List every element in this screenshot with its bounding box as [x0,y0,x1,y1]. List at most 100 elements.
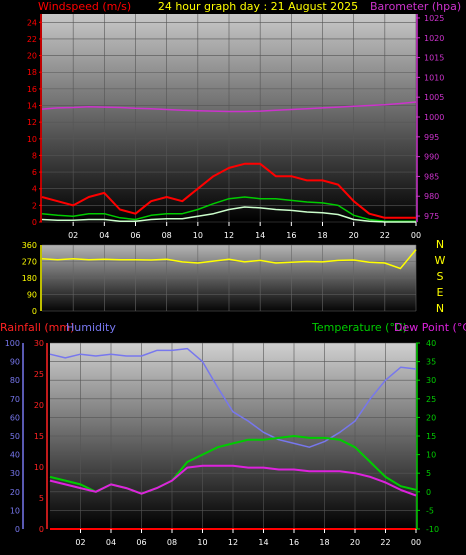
wind-barometer-ticks: 0246810121416182022249759809859909951000… [27,14,445,240]
windspeed-tick-label: 2 [32,201,37,210]
rainfall-tick-label: 15 [34,432,44,441]
humidity-tick-label: 10 [10,506,20,515]
hour-tick-label: 08 [167,538,177,547]
hour-tick-label: 06 [130,231,140,240]
temperature-tick-label: -5 [426,506,434,515]
hour-tick-label: 14 [258,538,268,547]
temperature-tick-label: 0 [426,488,431,497]
temperature-tick-label: 30 [426,376,436,385]
barometer-tick-label: 985 [424,172,439,181]
climate-ticks: -10-505101520253035400102030405060708090… [5,339,439,547]
rainfall-tick-label: 5 [39,494,44,503]
humidity-tick-label: 60 [10,413,20,422]
temperature-tick-label: -10 [426,525,439,534]
temperature-tick-label: 15 [426,432,436,441]
barometer-tick-label: 1020 [424,34,444,43]
humidity-axis-title: Humidity [66,321,116,334]
compass-label: S [437,270,444,283]
barometer-tick-label: 1000 [424,113,444,122]
climate-grid [50,342,417,530]
direction-tick-label: 0 [32,307,37,316]
barometer-line [41,101,417,113]
hour-tick-label: 16 [289,538,299,547]
windspeed-axis-title: Windspeed (m/s) [38,0,131,13]
windspeed-tick-label: 12 [27,118,37,127]
temperature-tick-label: 40 [426,339,436,348]
barometer-tick-label: 990 [424,153,439,162]
compass-label: N [436,238,444,251]
windspeed-tick-label: 20 [27,52,37,61]
hour-tick-label: 18 [319,538,329,547]
hour-tick-label: 10 [193,231,203,240]
dewpoint-line [49,464,417,497]
humidity-tick-label: 90 [10,358,20,367]
compass-label: E [437,286,444,299]
windspeed-tick-label: 8 [32,151,37,160]
windspeed-tick-label: 16 [27,85,37,94]
humidity-tick-label: 70 [10,395,20,404]
barometer-tick-label: 975 [424,212,439,221]
temperature-tick-label: 20 [426,413,436,422]
rainfall-tick-label: 20 [34,401,44,410]
hour-tick-label: 18 [317,231,327,240]
barometer-tick-label: 1010 [424,73,444,82]
temperature-axis-title: Temperature (°C) [311,321,407,334]
windspeed-tick-label: 24 [27,18,37,27]
hour-tick-label: 00 [411,231,421,240]
humidity-tick-label: 100 [5,339,20,348]
barometer-tick-label: 1015 [424,54,444,63]
windspeed-tick-label: 14 [27,102,37,111]
hour-tick-label: 12 [228,538,238,547]
humidity-line [49,347,417,448]
windspeed-tick-label: 4 [32,185,37,194]
barometer-tick-label: 995 [424,133,439,142]
hour-tick-label: 06 [136,538,146,547]
wind-barometer-series [41,101,417,223]
hour-tick-label: 16 [286,231,296,240]
rainfall-tick-label: 0 [39,525,44,534]
rainfall-tick-label: 30 [34,339,44,348]
hour-tick-label: 10 [197,538,207,547]
humidity-tick-label: 20 [10,488,20,497]
temperature-tick-label: 10 [426,451,436,460]
humidity-tick-label: 40 [10,451,20,460]
direction-tick-label: 270 [22,258,37,267]
barometer-tick-label: 1025 [424,14,444,23]
wind-direction-line [41,249,417,270]
hour-tick-label: 04 [106,538,116,547]
humidity-tick-label: 50 [10,432,20,441]
page-title: 24 hour graph day : 21 August 2025 [158,0,358,13]
compass-label: W [435,254,446,267]
hour-tick-label: 22 [380,538,390,547]
direction-tick-label: 360 [22,241,37,250]
compass-label: N [436,302,444,315]
hour-tick-label: 02 [75,538,85,547]
windspeed-tick-label: 10 [27,135,37,144]
windspeed-tick-label: 6 [32,168,37,177]
hour-tick-label: 02 [68,231,78,240]
hour-tick-label: 12 [224,231,234,240]
wind-direction-series [41,249,417,270]
wind_min-line [41,206,416,223]
humidity-tick-label: 30 [10,469,20,478]
hour-tick-label: 22 [380,231,390,240]
direction-tick-label: 90 [27,291,37,300]
hour-tick-label: 20 [350,538,360,547]
temperature-tick-label: 35 [426,358,436,367]
hour-tick-label: 04 [99,231,109,240]
barometer-tick-label: 980 [424,192,439,201]
windspeed-tick-label: 0 [32,218,37,227]
rainfall-tick-label: 10 [34,463,44,472]
wind-barometer-grid [42,14,417,223]
hour-tick-label: 20 [349,231,359,240]
windspeed-tick-label: 22 [27,35,37,44]
hour-tick-label: 00 [411,538,421,547]
direction-tick-label: 180 [22,274,37,283]
wind_avg-line [41,196,416,222]
barometer-tick-label: 1005 [424,93,444,102]
hour-tick-label: 08 [162,231,172,240]
wind-direction-grid [42,244,417,312]
rainfall-tick-label: 25 [34,370,44,379]
